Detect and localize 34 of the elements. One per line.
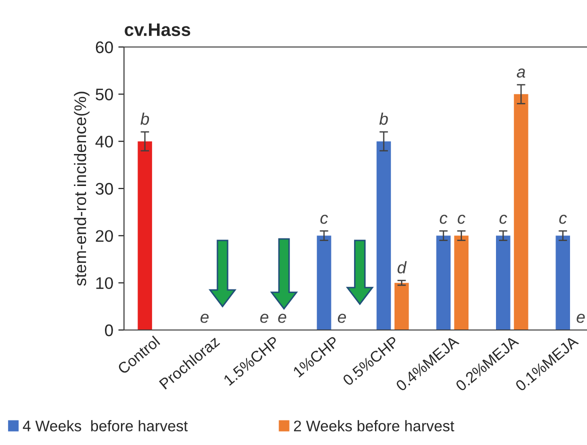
data-label: c — [500, 214, 508, 224]
bar — [436, 236, 451, 330]
data-label: e — [260, 314, 268, 323]
data-label: c — [320, 214, 328, 224]
y-tick-label: 60 — [96, 41, 113, 54]
data-label: c — [440, 214, 448, 224]
bar — [394, 282, 409, 330]
y-tick-label: 20 — [96, 230, 113, 242]
bar — [514, 94, 528, 330]
data-label: b — [379, 112, 388, 125]
y-axis-title: stem-end-rot incidence(%) — [74, 92, 90, 286]
data-label: e — [200, 314, 209, 323]
data-label: c — [458, 214, 466, 224]
data-label: e — [576, 314, 585, 323]
data-label: a — [516, 68, 526, 78]
bar — [138, 141, 152, 330]
bar — [496, 236, 510, 330]
y-tick-label: 10 — [96, 277, 113, 290]
y-tick-label: 30 — [96, 182, 113, 195]
bar — [556, 236, 570, 330]
data-label: e — [338, 314, 346, 323]
data-label: d — [398, 261, 407, 274]
y-tick-label: 0 — [104, 324, 113, 336]
bar — [454, 236, 469, 330]
legend-label: 4 Weeks before harvest — [22, 420, 188, 432]
bar — [376, 141, 391, 330]
data-label: c — [559, 214, 567, 224]
data-label: e — [278, 314, 286, 323]
chart-title: cv.Hass — [124, 23, 190, 36]
y-tick-label: 50 — [96, 88, 113, 100]
bar — [316, 236, 332, 330]
y-tick-label: 40 — [95, 136, 113, 148]
legend-label: 2 Weeks before harvest — [294, 420, 454, 432]
data-label: b — [140, 112, 150, 125]
